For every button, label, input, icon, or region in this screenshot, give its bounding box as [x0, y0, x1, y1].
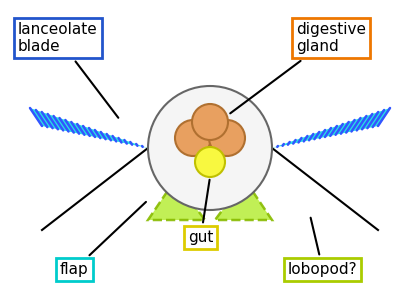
- Polygon shape: [30, 108, 148, 148]
- Circle shape: [195, 147, 225, 177]
- Polygon shape: [245, 135, 272, 162]
- Polygon shape: [215, 180, 272, 220]
- Circle shape: [175, 120, 211, 156]
- Circle shape: [209, 120, 245, 156]
- Circle shape: [148, 86, 272, 210]
- Text: flap: flap: [60, 202, 146, 277]
- Polygon shape: [148, 180, 205, 220]
- Text: lobopod?: lobopod?: [288, 218, 357, 277]
- Text: lanceolate
blade: lanceolate blade: [18, 22, 118, 118]
- Text: gut: gut: [188, 180, 213, 245]
- Text: digestive
gland: digestive gland: [230, 22, 366, 113]
- Circle shape: [192, 104, 228, 140]
- Polygon shape: [272, 108, 390, 148]
- Polygon shape: [148, 135, 175, 162]
